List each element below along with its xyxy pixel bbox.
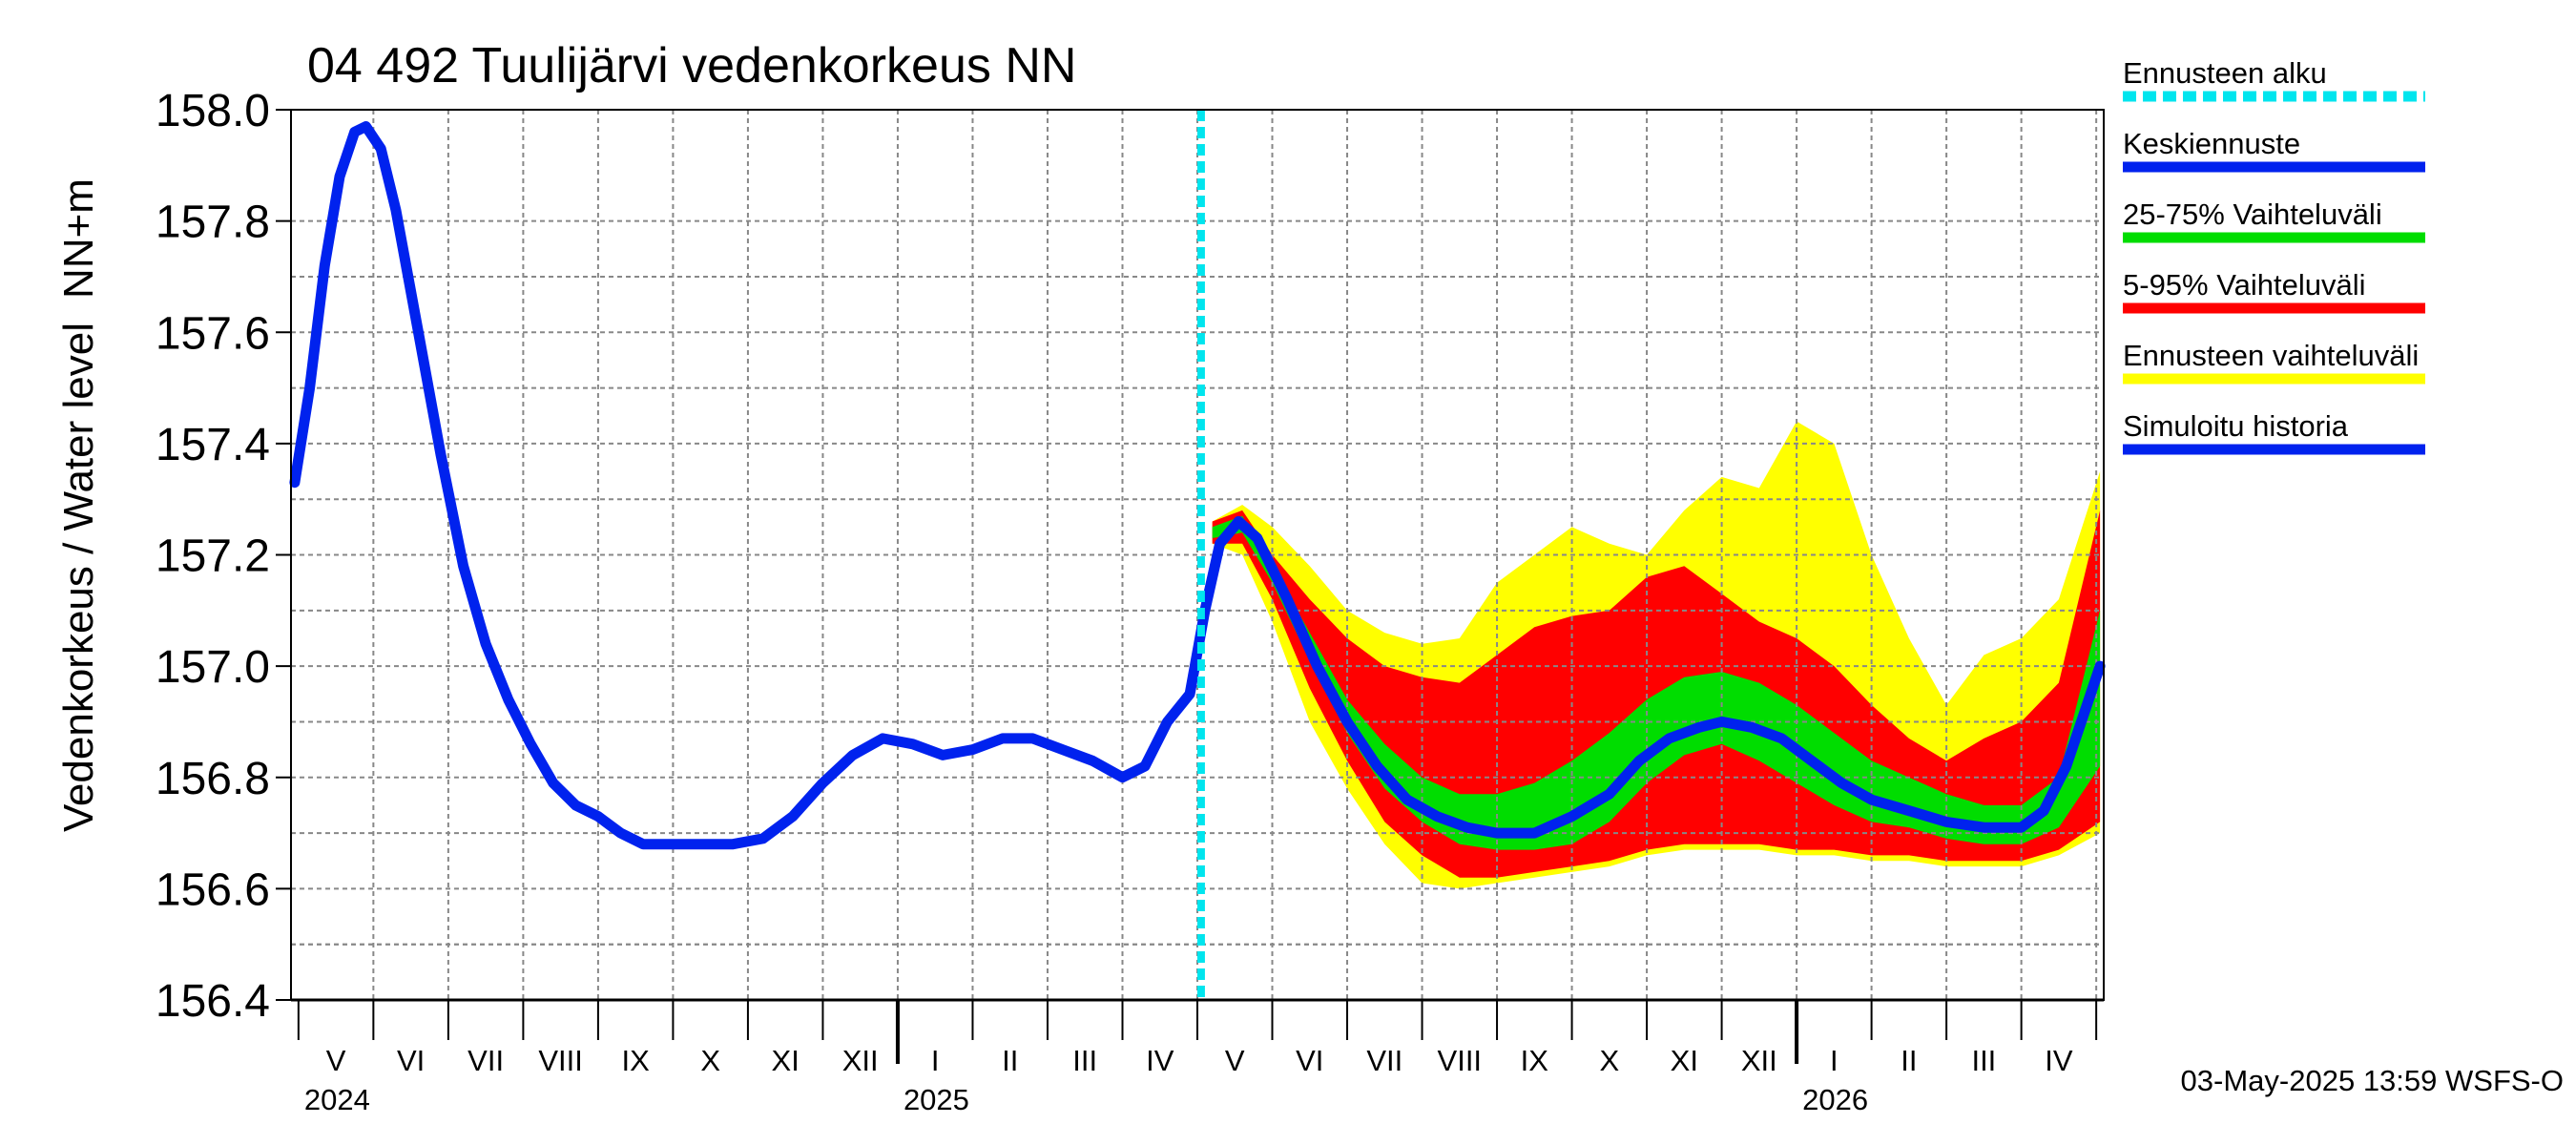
- legend-label: Ennusteen alku: [2123, 56, 2327, 90]
- month-label: V: [326, 1044, 346, 1077]
- legend-label: Keskiennuste: [2123, 127, 2300, 160]
- legend-label: Ennusteen vaihteluväli: [2123, 339, 2419, 372]
- month-label: IX: [622, 1044, 651, 1077]
- month-label: VII: [467, 1044, 504, 1077]
- median-forecast-line: [1233, 516, 2106, 839]
- timestamp-label: 03-May-2025 13:59 WSFS-O: [2181, 1064, 2564, 1097]
- y-tick-label: 157.4: [156, 420, 270, 470]
- y-tick-labels: 156.4 156.6 156.8 157.0 157.2 157.4 157.6 157.8…: [156, 86, 270, 1027]
- month-label: II: [1002, 1044, 1018, 1077]
- y-tick-label: 158.0: [156, 86, 270, 136]
- year-label: 2024: [304, 1083, 370, 1116]
- chart-title: 04 492 Tuulijärvi vedenkorkeus NN: [307, 38, 1076, 94]
- month-label: VI: [397, 1044, 425, 1077]
- month-label: VI: [1296, 1044, 1323, 1077]
- legend-label: 25-75% Vaihteluväli: [2123, 198, 2382, 231]
- month-label: I: [1830, 1044, 1839, 1077]
- y-axis-unit: NN+m: [55, 178, 102, 299]
- month-label: III: [1072, 1044, 1097, 1077]
- month-label: IX: [1521, 1044, 1549, 1077]
- legend-label: Simuloitu historia: [2123, 409, 2349, 443]
- month-label: VIII: [538, 1044, 583, 1077]
- y-tick-label: 157.6: [156, 308, 270, 359]
- y-tick-label: 156.4: [156, 976, 270, 1027]
- legend: Ennusteen alku Keskiennuste 25-75% Vaihtel…: [2123, 56, 2425, 455]
- band-3: [1212, 515, 2101, 850]
- y-axis-label: Vedenkorkeus / Water level: [55, 323, 102, 832]
- y-tick-label: 156.6: [156, 864, 270, 915]
- month-label: XII: [1741, 1044, 1777, 1077]
- x-axis: V VI VII VIII IX X XI XII I II III IV V VI VII VIII IX X X…: [297, 1000, 2098, 1116]
- month-label: XII: [842, 1044, 879, 1077]
- month-label: V: [1225, 1044, 1245, 1077]
- data-series: [289, 121, 2106, 850]
- month-label: IV: [2045, 1044, 2073, 1077]
- month-label: I: [931, 1044, 940, 1077]
- month-label: II: [1901, 1044, 1917, 1077]
- month-label: III: [1971, 1044, 1996, 1077]
- year-label: 2026: [1802, 1083, 1868, 1116]
- month-label: XI: [772, 1044, 800, 1077]
- month-label: VII: [1366, 1044, 1402, 1077]
- month-label: IV: [1146, 1044, 1174, 1077]
- history-line: [289, 121, 1244, 850]
- month-label: X: [1599, 1044, 1619, 1077]
- month-label: VIII: [1438, 1044, 1483, 1077]
- forecast-bands: [1212, 421, 2101, 889]
- y-tick-label: 156.8: [156, 754, 270, 804]
- month-label: X: [700, 1044, 720, 1077]
- y-tick-label: 157.8: [156, 198, 270, 248]
- month-label: XI: [1671, 1044, 1698, 1077]
- y-tick-label: 157.0: [156, 642, 270, 693]
- y-tick-label: 157.2: [156, 531, 270, 582]
- year-label: 2025: [904, 1083, 969, 1116]
- legend-label: 5-95% Vaihteluväli: [2123, 268, 2365, 302]
